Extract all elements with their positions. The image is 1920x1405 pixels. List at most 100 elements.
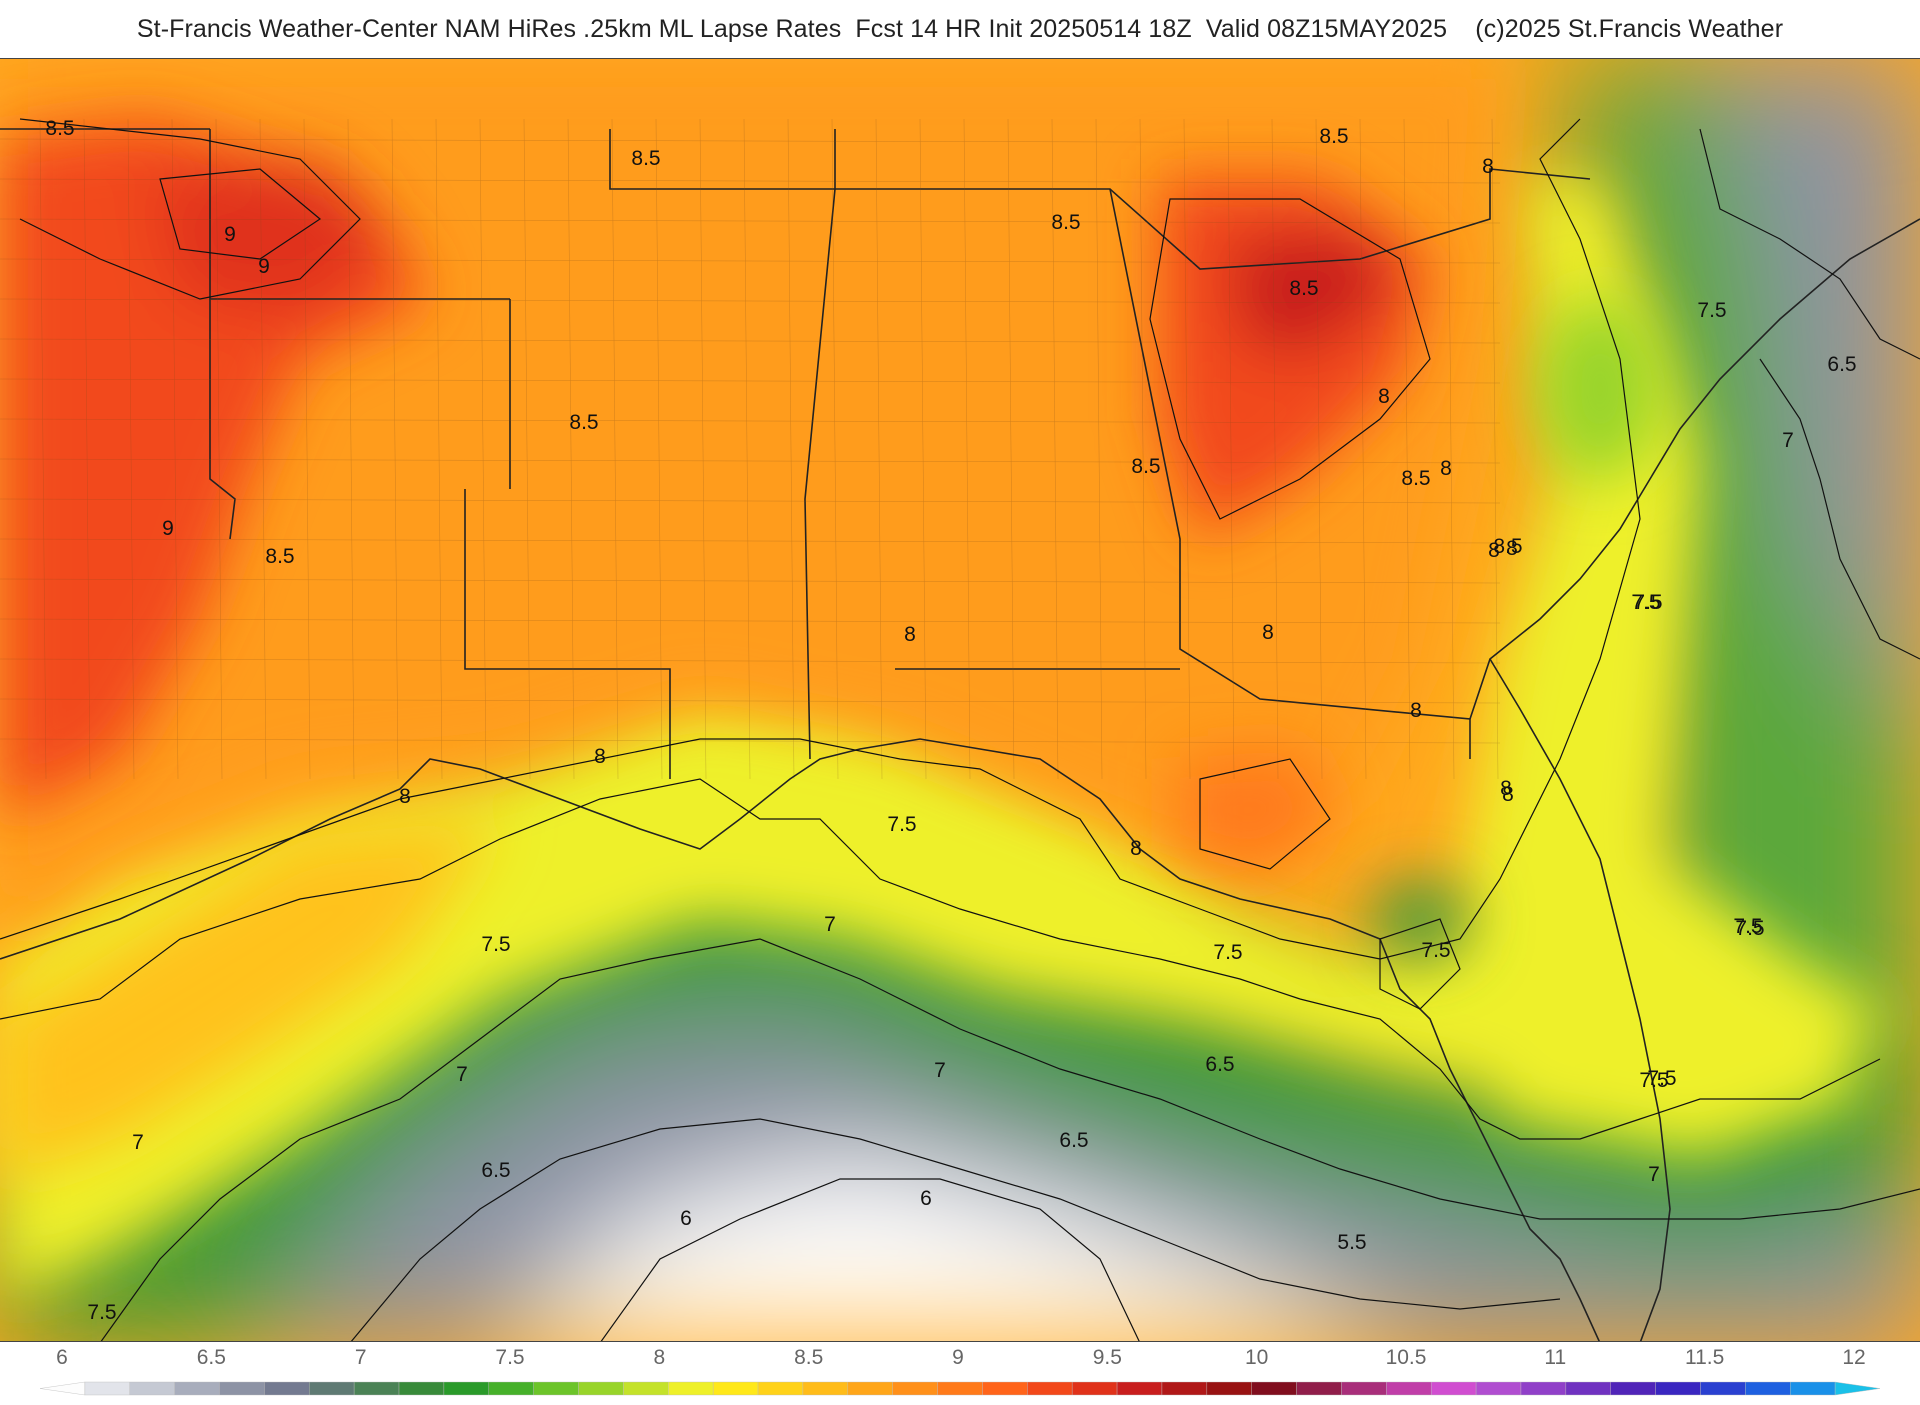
contour-label: 7 bbox=[132, 1131, 144, 1154]
lapse-rate-map: 8.5998.58.58.58.58.58.58888889888.5887.5… bbox=[0, 59, 1920, 1341]
contour-label: 6.5 bbox=[481, 1159, 510, 1182]
colorbar-swatch bbox=[533, 1381, 579, 1396]
contour-label: 9 bbox=[162, 517, 174, 540]
colorbar-tick-label: 11.5 bbox=[1685, 1346, 1724, 1369]
colorbar-swatch bbox=[757, 1381, 804, 1396]
colorbar-swatch bbox=[1206, 1381, 1252, 1396]
field-red bbox=[0, 119, 1430, 879]
colorbar-swatch bbox=[712, 1381, 759, 1396]
contour-label: 8 bbox=[1440, 457, 1452, 480]
contour-label: 8.5 bbox=[569, 411, 598, 434]
colorbar-swatch bbox=[1834, 1381, 1881, 1396]
colorbar-swatch bbox=[488, 1381, 534, 1396]
contour-label: 7.5 bbox=[1735, 917, 1764, 940]
colorbar-swatch bbox=[1027, 1381, 1073, 1396]
title-bar: St-Francis Weather-Center NAM HiRes .25k… bbox=[0, 0, 1920, 58]
county-lines bbox=[0, 118, 1501, 780]
colorbar-swatch bbox=[802, 1381, 849, 1396]
contour-label: 8 bbox=[1500, 777, 1512, 800]
contour-label: 8.5 bbox=[631, 147, 660, 170]
colorbar-swatch bbox=[353, 1381, 400, 1396]
colorbar-tick-label: 10.5 bbox=[1386, 1346, 1427, 1369]
colorbar-tick-label: 10 bbox=[1245, 1346, 1268, 1369]
colorbar-swatch bbox=[847, 1381, 893, 1396]
colorbar-swatch bbox=[1116, 1381, 1163, 1396]
colorbar-swatch bbox=[1071, 1381, 1118, 1396]
contour-label: 6.5 bbox=[1205, 1053, 1234, 1076]
colorbar-tick-label: 7.5 bbox=[495, 1346, 524, 1369]
colorbar-swatches bbox=[39, 1381, 1881, 1396]
colorbar-swatch bbox=[309, 1381, 355, 1396]
colorbar-swatch bbox=[443, 1381, 489, 1396]
colorbar-swatch bbox=[1610, 1381, 1656, 1396]
field-yellow bbox=[0, 179, 1900, 1299]
colorbar-swatch bbox=[1565, 1381, 1611, 1396]
contour-label: 6 bbox=[920, 1187, 932, 1210]
colorbar-swatch bbox=[1700, 1381, 1746, 1396]
colorbar-swatch bbox=[264, 1381, 310, 1396]
colorbar-swatch bbox=[1745, 1381, 1791, 1396]
contour-label: 8 bbox=[1482, 155, 1494, 178]
colorbar-swatch bbox=[219, 1381, 265, 1396]
map-title: St-Francis Weather-Center NAM HiRes .25k… bbox=[136, 14, 1784, 43]
field-greenspot bbox=[1370, 299, 1660, 959]
colorbar-swatch bbox=[1341, 1381, 1387, 1396]
colorbar-swatch bbox=[937, 1381, 983, 1396]
contour-label: 7.5 bbox=[1633, 591, 1662, 614]
colorbar-swatch bbox=[174, 1381, 220, 1396]
contour-label: 6 bbox=[680, 1207, 692, 1230]
colorbar-tick-label: 12 bbox=[1842, 1346, 1865, 1369]
contour-label: 8 bbox=[1410, 699, 1422, 722]
colorbar-swatch bbox=[668, 1381, 714, 1396]
contour-label: 8 bbox=[399, 785, 411, 808]
colorbar-swatch bbox=[398, 1381, 445, 1396]
colorbar-svg: 6 6.5 7 7.5 8 8.5 9 9.5 10 10.5 11 11.5 12 bbox=[39, 1346, 1881, 1396]
colorbar-swatch bbox=[1790, 1381, 1836, 1396]
contour-label: 7.5 bbox=[1647, 1067, 1676, 1090]
colorbar-swatch bbox=[129, 1381, 175, 1396]
colorbar-swatch bbox=[1431, 1381, 1477, 1396]
contour-label: 7.5 bbox=[87, 1301, 116, 1324]
contour-label: 7.5 bbox=[1639, 1069, 1668, 1092]
colorbar-tick-label: 9.5 bbox=[1093, 1346, 1122, 1369]
colorbar-swatch bbox=[1251, 1381, 1297, 1396]
contour-label: 8.5 bbox=[1289, 277, 1318, 300]
map-panel: 8.5 9 9 8.5 8.5 8.5 8.5 8.5 8.5 8 8 8 8 8 8 9 8 8 8.5 8 8 7.5… bbox=[0, 58, 1920, 1342]
colorbar-swatch bbox=[892, 1381, 938, 1396]
contour-label: 8.5 bbox=[1493, 535, 1522, 558]
contour-label: 7 bbox=[456, 1063, 468, 1086]
contour-label: 7.5 bbox=[1213, 941, 1242, 964]
contour-label: 7 bbox=[934, 1059, 946, 1082]
colorbar-swatch bbox=[1386, 1381, 1432, 1396]
colorbar-swatch bbox=[1520, 1381, 1567, 1396]
colorbar-swatch bbox=[39, 1381, 86, 1396]
contour-label: 7 bbox=[824, 913, 836, 936]
colorbar-swatch bbox=[1296, 1381, 1342, 1396]
colorbar-tick-label: 9 bbox=[952, 1346, 964, 1369]
colorbar-tick-label: 6.5 bbox=[197, 1346, 226, 1369]
contour-label: 9 bbox=[258, 255, 270, 278]
contour-label: 7.5 bbox=[1631, 591, 1660, 614]
contour-label: 7.5 bbox=[481, 933, 510, 956]
contour-label: 8.5 bbox=[265, 545, 294, 568]
contour-label: 8 bbox=[1506, 537, 1518, 560]
colorbar-swatch bbox=[1475, 1381, 1522, 1396]
contour-label: 8 bbox=[904, 623, 916, 646]
contour-label: 7.5 bbox=[1421, 939, 1450, 962]
colorbar-tick-label: 6 bbox=[56, 1346, 68, 1369]
contour-labels: 8.5998.58.58.58.58.58.58888889888.5887.5… bbox=[45, 117, 1856, 1324]
contour-label: 8 bbox=[1502, 783, 1514, 806]
colorbar-swatch bbox=[1161, 1381, 1208, 1396]
state-borders bbox=[0, 128, 1591, 779]
contour-label: 7.5 bbox=[1697, 299, 1726, 322]
contour-label: 8 bbox=[1262, 621, 1274, 644]
contour-label: 8 bbox=[1130, 837, 1142, 860]
contour-label: 8.5 bbox=[1051, 211, 1080, 234]
contour-label: 8.5 bbox=[1401, 467, 1430, 490]
colorbar-swatch bbox=[1655, 1381, 1701, 1396]
colorbar-tick-labels: 6 6.5 7 7.5 8 8.5 9 9.5 10 10.5 11 11.5 12 bbox=[56, 1346, 1866, 1369]
contour-label: 8 bbox=[1488, 539, 1500, 562]
contour-label: 8.5 bbox=[1131, 455, 1160, 478]
colorbar-tick-label: 8.5 bbox=[794, 1346, 823, 1369]
contour-label: 8 bbox=[594, 745, 606, 768]
